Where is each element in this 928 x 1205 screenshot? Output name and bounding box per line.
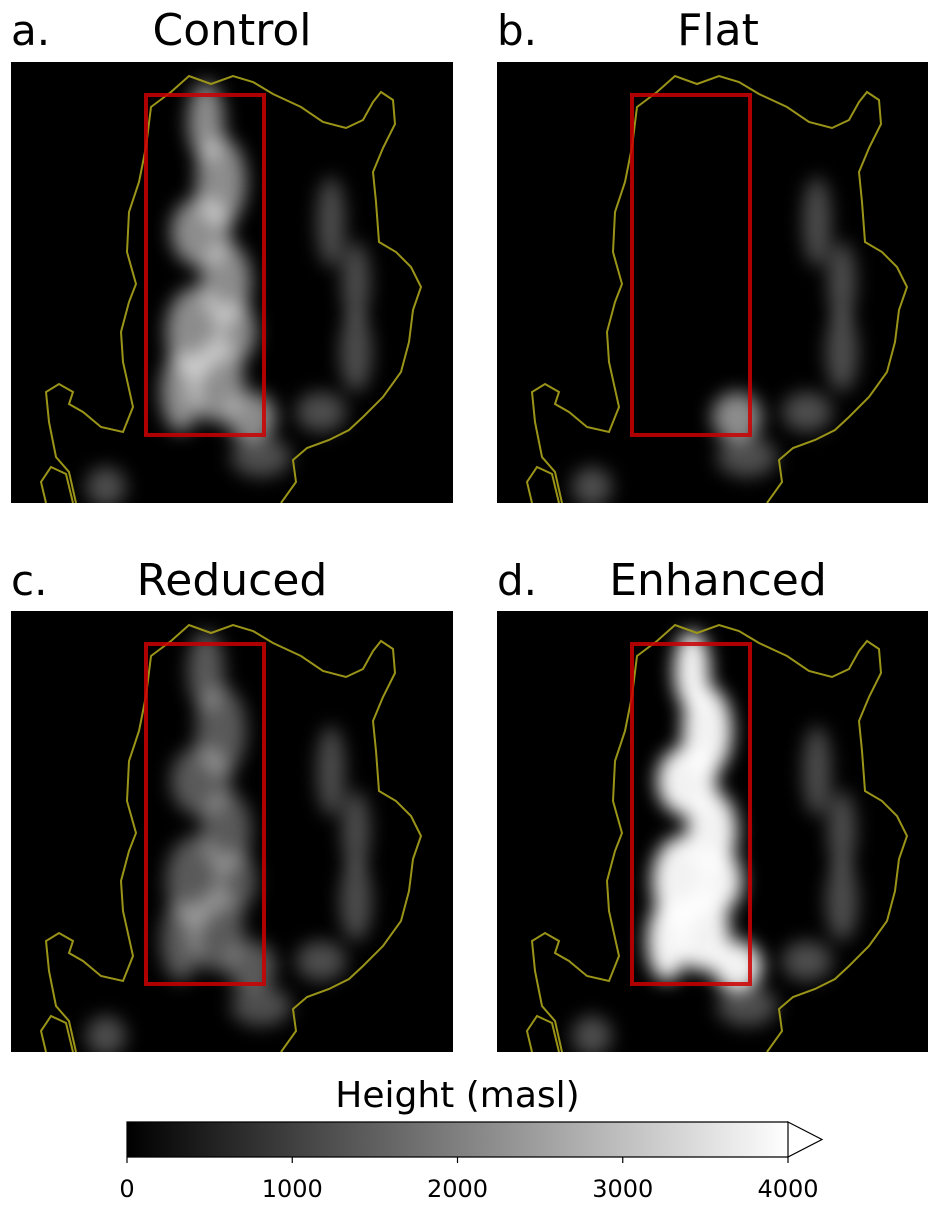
terrain [826,861,858,941]
terrain [782,941,832,981]
colorbar-label: Height (masl) [335,1075,579,1116]
terrain [572,467,612,507]
terrain [572,1016,612,1056]
map-panel [497,611,928,1056]
panel-title: Enhanced [609,555,827,606]
terrain [782,392,832,432]
terrain [826,312,858,392]
terrain [86,467,126,507]
terrain [161,352,201,432]
terrain [647,901,687,981]
colorbar-extend [788,1122,822,1157]
terrain [296,941,346,981]
terrain [231,986,291,1026]
panel-letter: d. [497,556,537,605]
panel-letter: c. [11,556,47,605]
map-panel [497,62,928,507]
panel-letter: b. [497,6,537,55]
terrain [216,851,256,911]
panel-title: Control [152,5,311,56]
map-panel [11,62,453,507]
map-panel [11,611,453,1056]
colorbar-tick-label: 1000 [262,1175,323,1203]
colorbar-tick-label: 4000 [757,1175,818,1203]
colorbar-tick-label: 0 [119,1175,134,1203]
terrain [803,177,831,267]
colorbar-tick-label: 2000 [427,1175,488,1203]
terrain [342,791,370,871]
panel-letter: a. [11,6,50,55]
terrain [828,791,856,871]
terrain [340,312,372,392]
colorbar-tick-label: 3000 [592,1175,653,1203]
terrain [231,437,291,477]
panel-title: Reduced [137,555,328,606]
terrain [161,901,201,981]
terrain [717,986,777,1026]
terrain [803,726,831,816]
terrain [86,1016,126,1056]
terrain [340,861,372,941]
terrain [702,851,742,911]
colorbar [127,1122,788,1157]
figure: a. Control b. Flat c. Reduced d. Enhanced Height… [0,0,928,1205]
terrain [216,302,256,362]
terrain [828,242,856,322]
panel-title: Flat [677,5,759,56]
terrain [342,242,370,322]
terrain [296,392,346,432]
terrain [317,177,345,267]
terrain [317,726,345,816]
terrain [717,437,777,477]
